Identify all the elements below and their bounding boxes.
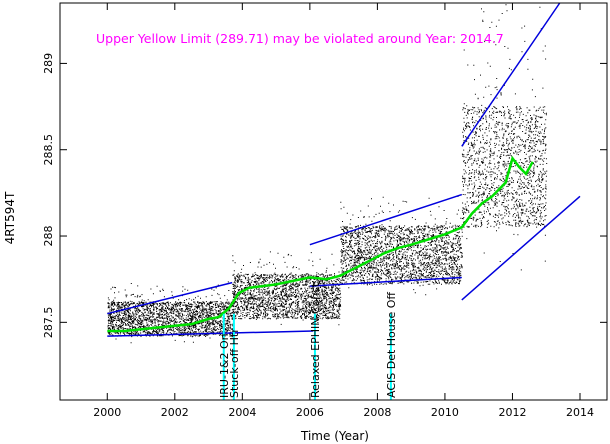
limit-annotation: Upper Yellow Limit (289.71) may be viola… [96,31,504,46]
event-label: Relaxed EPHIN Const. [309,279,322,398]
plot-frame [59,2,608,401]
x-tick-label: 2004 [228,406,256,419]
envelope-line [107,281,233,315]
x-tick-label: 2006 [296,406,324,419]
envelope-line [107,330,314,337]
y-axis: 287.5 288 288.5 289 [42,53,607,338]
trend-line [107,155,534,333]
envelope-line [461,2,561,147]
y-tick-label: 288.5 [42,134,55,166]
event-label: IRU-1&2 On [218,333,231,398]
event-label: ACIS Det House Off [385,292,398,398]
y-tick-label: 288 [42,226,55,247]
x-axis-label: Time (Year) [300,429,369,443]
y-tick-label: 287.5 [42,307,55,339]
x-tick-label: 2000 [93,406,121,419]
y-axis-label: 4RT594T [3,191,17,244]
envelope-line [309,193,463,246]
y-tick-label: 289 [42,53,55,74]
x-tick-label: 2002 [161,406,189,419]
envelope-line [309,276,462,287]
data-cloud [107,4,548,344]
envelope-lines [107,2,581,337]
envelope-line [461,195,581,301]
trend-line-group [107,155,534,333]
x-tick-label: 2012 [498,406,526,419]
x-tick-label: 2008 [363,406,391,419]
data-points [107,4,548,344]
x-tick-label: 2010 [431,406,459,419]
x-tick-label: 2014 [566,406,594,419]
x-axis: 2000 2002 2004 2006 2008 2010 2012 2014 [93,3,594,419]
event-label: Stuck-off Htr [228,328,241,398]
